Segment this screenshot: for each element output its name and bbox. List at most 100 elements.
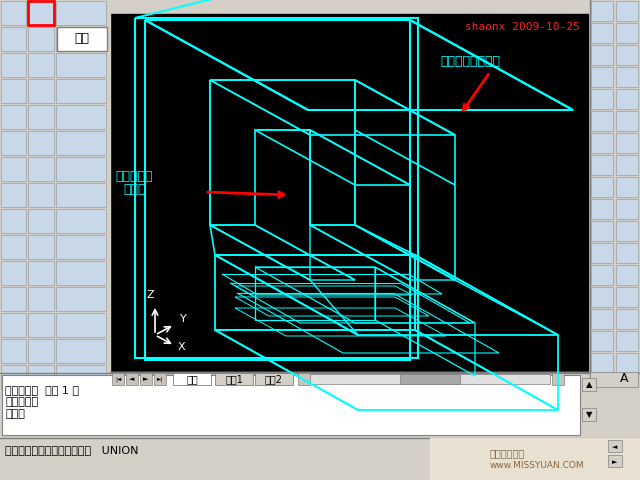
Bar: [28, 287, 54, 311]
Bar: [430, 438, 640, 480]
Bar: [616, 177, 638, 197]
Bar: [28, 313, 54, 337]
Bar: [28, 105, 54, 129]
Bar: [1, 287, 26, 311]
Bar: [591, 45, 613, 65]
Bar: [298, 373, 310, 385]
Text: ▲: ▲: [586, 381, 592, 389]
Bar: [1, 183, 26, 207]
Bar: [591, 89, 613, 109]
Bar: [616, 1, 638, 21]
Bar: [591, 1, 613, 21]
Text: shaonx 2009-10-25: shaonx 2009-10-25: [465, 22, 580, 32]
Bar: [591, 309, 613, 329]
Bar: [1, 209, 26, 233]
Text: 布局2: 布局2: [265, 374, 283, 384]
Bar: [616, 155, 638, 175]
Bar: [591, 133, 613, 153]
Bar: [56, 313, 106, 337]
Text: 布局1: 布局1: [225, 374, 243, 384]
Bar: [591, 287, 613, 307]
Bar: [616, 23, 638, 43]
Text: |◄: |◄: [115, 376, 121, 382]
Bar: [28, 365, 54, 389]
Bar: [1, 105, 26, 129]
Bar: [56, 235, 106, 259]
Bar: [616, 67, 638, 87]
Bar: [56, 209, 106, 233]
Bar: [28, 157, 54, 181]
Text: ◄: ◄: [612, 444, 618, 450]
Bar: [56, 1, 106, 25]
Bar: [300, 374, 550, 384]
Bar: [616, 133, 638, 153]
Bar: [255, 373, 293, 385]
Text: 模型: 模型: [186, 374, 198, 384]
Bar: [582, 378, 596, 391]
Bar: [173, 373, 211, 385]
Bar: [1, 261, 26, 285]
Bar: [591, 331, 613, 351]
Bar: [140, 373, 152, 385]
Bar: [110, 372, 588, 387]
Bar: [1, 131, 26, 155]
Bar: [590, 372, 638, 387]
Bar: [591, 67, 613, 87]
Text: Z: Z: [146, 290, 154, 300]
Bar: [56, 27, 106, 51]
Bar: [590, 0, 640, 390]
Bar: [126, 373, 138, 385]
Text: www.MISSYUAN.COM: www.MISSYUAN.COM: [490, 460, 584, 469]
Bar: [608, 440, 622, 452]
Bar: [28, 209, 54, 233]
Bar: [28, 261, 54, 285]
Text: 要减去实体的部分: 要减去实体的部分: [440, 55, 500, 68]
Bar: [28, 27, 54, 51]
Text: 并集: 并集: [74, 33, 90, 46]
Bar: [1, 365, 26, 389]
Text: ►: ►: [612, 459, 618, 465]
Bar: [616, 309, 638, 329]
Text: 思缘设计论坛: 思缘设计论坛: [490, 448, 525, 458]
Bar: [28, 339, 54, 363]
Bar: [1, 79, 26, 103]
Bar: [616, 331, 638, 351]
Bar: [616, 111, 638, 131]
Bar: [28, 183, 54, 207]
Bar: [1, 235, 26, 259]
Bar: [591, 23, 613, 43]
Text: 被减去实体: 被减去实体: [115, 170, 152, 183]
Bar: [608, 455, 622, 467]
Bar: [56, 79, 106, 103]
Bar: [1, 313, 26, 337]
Bar: [616, 353, 638, 373]
Bar: [28, 1, 54, 25]
Text: ►|: ►|: [157, 376, 163, 382]
Text: A: A: [620, 372, 628, 385]
Bar: [2, 375, 580, 435]
Bar: [616, 45, 638, 65]
Bar: [56, 339, 106, 363]
Text: ▼: ▼: [586, 410, 592, 420]
Bar: [28, 53, 54, 77]
Bar: [28, 79, 54, 103]
Bar: [552, 373, 564, 385]
Bar: [591, 353, 613, 373]
Bar: [154, 373, 166, 385]
Bar: [1, 27, 26, 51]
Bar: [616, 287, 638, 307]
Bar: [110, 14, 588, 372]
Text: 选择对象：: 选择对象：: [5, 397, 38, 407]
Bar: [1, 53, 26, 77]
Bar: [1, 1, 26, 25]
Bar: [591, 243, 613, 263]
Bar: [112, 373, 124, 385]
Text: ►: ►: [143, 376, 148, 382]
Bar: [591, 111, 613, 131]
Bar: [591, 177, 613, 197]
Bar: [616, 265, 638, 285]
Bar: [591, 221, 613, 241]
Bar: [215, 373, 253, 385]
Text: Y: Y: [179, 313, 186, 324]
Bar: [56, 131, 106, 155]
